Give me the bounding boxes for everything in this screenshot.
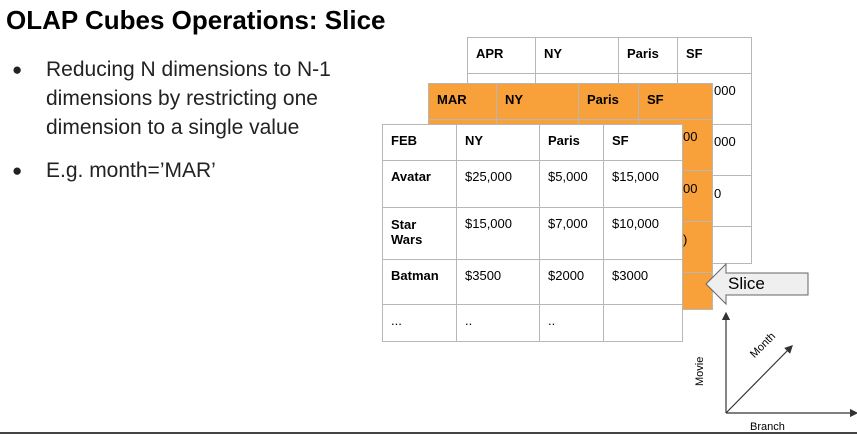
- feb-header-month: FEB: [382, 124, 457, 161]
- table-row: Star Wars $15,000 $7,000 $10,000: [382, 207, 683, 260]
- cell-value: $15,000: [603, 160, 683, 208]
- apr-partial-value: 000: [714, 134, 736, 149]
- cell-value: $15,000: [456, 207, 540, 260]
- axis-label-movie: Movie: [694, 356, 706, 386]
- feb-header-paris: Paris: [539, 124, 604, 161]
- row-label: Star Wars: [382, 207, 457, 260]
- cell-value: ..: [539, 304, 604, 342]
- apr-header-month: APR: [467, 37, 536, 74]
- mar-header-sf: SF: [638, 83, 713, 120]
- mar-partial-value: 00: [683, 181, 698, 196]
- mar-header-ny: NY: [496, 83, 579, 120]
- slice-arrow-icon: [705, 262, 809, 306]
- cell-value: ..: [456, 304, 540, 342]
- cell-value: ...: [382, 304, 457, 342]
- cell-value: $3000: [603, 259, 683, 305]
- apr-partial-value: 0: [714, 186, 722, 201]
- axes-diagram-icon: [721, 311, 857, 418]
- apr-header-paris: Paris: [618, 37, 678, 74]
- mar-header-paris: Paris: [578, 83, 639, 120]
- cell-value: $2000: [539, 259, 604, 305]
- feb-header-ny: NY: [456, 124, 540, 161]
- bottom-divider: [0, 432, 857, 434]
- row-label: Avatar: [382, 160, 457, 208]
- cell-value: [603, 304, 683, 342]
- mar-partial-value: 00: [683, 129, 698, 144]
- cell-value: $5,000: [539, 160, 604, 208]
- cell-value: $7,000: [539, 207, 604, 260]
- row-label: Batman: [382, 259, 457, 305]
- feb-table: FEB NY Paris SF Avatar $25,000 $5,000 $1…: [382, 124, 683, 342]
- axis-label-branch: Branch: [750, 421, 785, 433]
- cell-value: $25,000: [456, 160, 540, 208]
- apr-header-sf: SF: [677, 37, 752, 74]
- apr-header-ny: NY: [535, 37, 619, 74]
- apr-partial-value: 000: [714, 83, 736, 98]
- cell-value: $3500: [456, 259, 540, 305]
- table-row: Batman $3500 $2000 $3000: [382, 259, 683, 305]
- bullet-dot-icon: ●: [12, 161, 23, 180]
- mar-partial-value: ): [683, 232, 688, 247]
- bullet-text: E.g. month=’MAR’: [46, 159, 216, 182]
- table-row: Avatar $25,000 $5,000 $15,000: [382, 160, 683, 208]
- slice-label: Slice: [728, 274, 765, 293]
- table-row: ... .. ..: [382, 304, 683, 342]
- bullet-dot-icon: ●: [12, 60, 23, 79]
- feb-header-sf: SF: [603, 124, 683, 161]
- cell-value: $10,000: [603, 207, 683, 260]
- mar-header-month: MAR: [428, 83, 497, 120]
- bullet-text: Reducing N dimensions to N-1 dimensions …: [46, 58, 331, 139]
- slide-title: OLAP Cubes Operations: Slice: [6, 5, 386, 35]
